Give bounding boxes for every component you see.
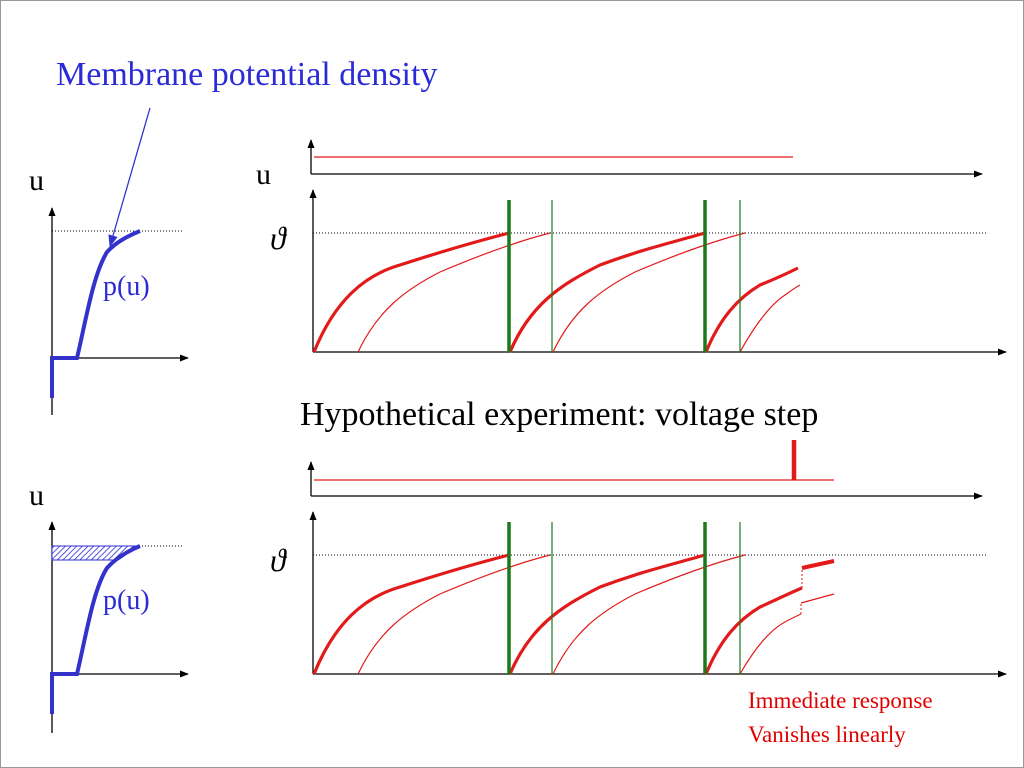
trajectory-thick-2 <box>508 231 706 353</box>
potential-plot-bottom <box>309 511 1007 678</box>
density-top-u-label: u <box>29 164 44 197</box>
trajectory-thin-3 <box>739 284 801 353</box>
trajectory-thick-1 <box>312 231 510 353</box>
density-plot-top <box>48 107 189 415</box>
pointer-arrow <box>108 107 151 248</box>
trajectory-thin-2 <box>552 232 746 353</box>
trajectory-bottom-thick-1 <box>312 553 510 675</box>
density-bottom-u-label: u <box>29 479 44 512</box>
input-plot-top <box>307 139 983 178</box>
trajectory-bottom-thick-2 <box>508 553 706 675</box>
trajectory-thick-3 <box>704 266 799 353</box>
trajectory-thin-1 <box>357 232 551 353</box>
density-bottom-pu-label: p(u) <box>103 585 150 616</box>
trajectory-bottom-thin-1 <box>357 554 551 675</box>
note-vanishes-linearly: Vanishes linearly <box>748 722 906 747</box>
trajectory-bottom-thin-2 <box>552 554 746 675</box>
trajectory-bottom-thin-3 <box>739 613 802 675</box>
threshold-bottom-label: ϑ <box>270 542 286 578</box>
input-plot-bottom <box>307 440 983 500</box>
potential-plot-top <box>309 189 1007 356</box>
density-bottom-curve <box>50 544 141 714</box>
trajectory-bottom-thick-3 <box>704 586 803 675</box>
slide-title: Membrane potential density <box>56 56 438 93</box>
trajectory-bottom-thick-jump <box>801 559 835 570</box>
density-top-pu-label: p(u) <box>103 271 150 302</box>
input-top-u-label: u <box>256 158 271 191</box>
density-plot-bottom <box>48 521 189 733</box>
note-immediate-response: Immediate response <box>748 688 933 713</box>
trajectory-bottom-thin-jump <box>800 593 835 604</box>
threshold-top-label: ϑ <box>270 220 286 256</box>
experiment-caption: Hypothetical experiment: voltage step <box>300 396 819 433</box>
density-top-curve <box>50 229 141 398</box>
